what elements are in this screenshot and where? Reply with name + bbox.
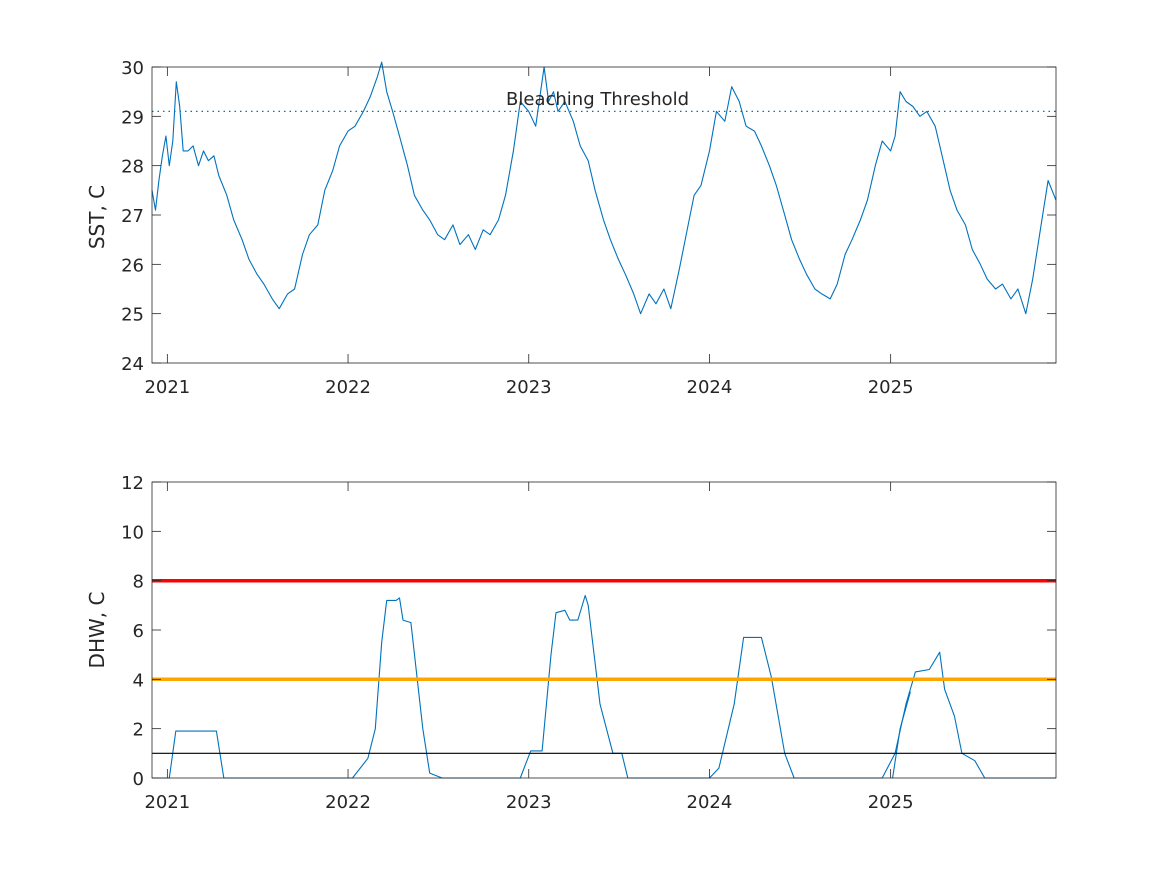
dhw-x-tick-label: 2021	[144, 792, 190, 813]
sst-annotation: Bleaching Threshold	[506, 89, 689, 110]
dhw-y-tick-label: 4	[133, 670, 144, 691]
sst-x-tick-label: 2024	[687, 377, 733, 398]
sst-plot-area	[152, 67, 1056, 363]
dhw-y-tick-label: 8	[133, 572, 144, 593]
dhw-plot-area	[152, 482, 1056, 778]
dhw-series-0	[152, 594, 1056, 779]
sst-y-tick-label: 24	[121, 354, 144, 375]
dhw-y-tick-label: 12	[121, 473, 144, 494]
sst-x-tick-label: 2022	[325, 377, 371, 398]
sst-x-tick-label: 2021	[144, 377, 190, 398]
sst-y-axis-label: SST, C	[85, 185, 109, 249]
dhw-series-1	[892, 691, 911, 779]
sst-x-tick-label: 2023	[506, 377, 552, 398]
sst-y-tick-label: 27	[121, 206, 144, 227]
sst-chart: 24 25 26 27 28 29 30 2021 2022 2023 2024 2025 Bleach…	[85, 58, 1057, 398]
sst-y-tick-label: 28	[121, 157, 144, 178]
dhw-y-tick-label: 0	[133, 769, 144, 790]
sst-y-tick-label: 29	[121, 107, 144, 128]
sst-x-tick-label: 2025	[868, 377, 914, 398]
dhw-y-tick-label: 2	[133, 720, 144, 741]
dhw-x-tick-label: 2022	[325, 792, 371, 813]
dhw-x-tick-label: 2023	[506, 792, 552, 813]
dhw-x-tick-label: 2024	[687, 792, 733, 813]
dhw-y-tick-label: 6	[133, 621, 144, 642]
sst-y-tick-label: 30	[121, 58, 144, 79]
sst-y-tick-label: 26	[121, 255, 144, 276]
sst-y-tick-label: 25	[121, 305, 144, 326]
dhw-y-tick-label: 10	[121, 522, 144, 543]
sst-series-0	[151, 61, 1057, 315]
dhw-x-tick-label: 2025	[868, 792, 914, 813]
dhw-chart: 0 2 4 6 8 10 12 2021 2022 2023 2024 2025 DHW, C	[85, 473, 1057, 813]
dhw-y-axis-label: DHW, C	[85, 592, 109, 669]
